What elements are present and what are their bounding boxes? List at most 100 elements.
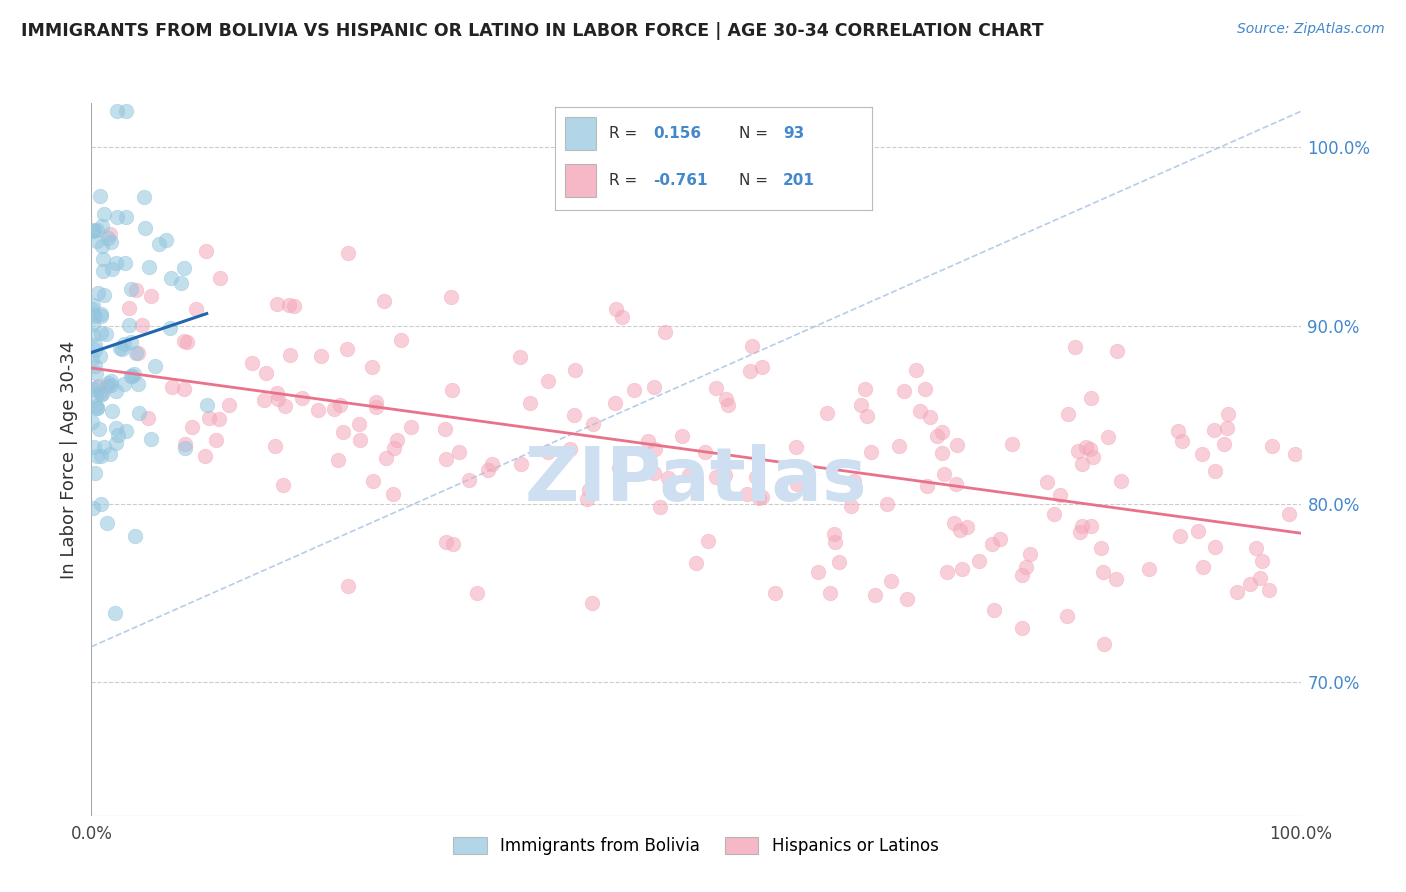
Point xyxy=(349,433,371,447)
Point xyxy=(170,276,193,290)
Point xyxy=(704,470,727,484)
Point xyxy=(361,474,384,488)
Point xyxy=(173,261,195,276)
Point xyxy=(208,412,231,426)
Point xyxy=(657,471,679,485)
Point xyxy=(893,384,915,398)
Point xyxy=(637,434,659,448)
Point xyxy=(671,428,693,442)
Point xyxy=(124,283,146,297)
Point xyxy=(1204,464,1226,478)
Point xyxy=(84,366,107,380)
Point xyxy=(1019,547,1042,561)
Point xyxy=(1049,488,1071,502)
Point xyxy=(643,380,665,394)
Point xyxy=(693,445,716,459)
Point xyxy=(896,592,918,607)
Point xyxy=(121,369,143,384)
Point xyxy=(1167,424,1189,438)
Text: -0.761: -0.761 xyxy=(654,173,709,188)
Point xyxy=(1014,559,1036,574)
Point xyxy=(80,415,103,429)
Point xyxy=(112,337,135,351)
Point xyxy=(93,207,115,221)
Point xyxy=(685,556,707,570)
Point xyxy=(904,363,927,377)
Point xyxy=(1168,528,1191,542)
Point xyxy=(1109,474,1132,488)
Point xyxy=(89,350,111,364)
Point xyxy=(1080,519,1102,533)
Point xyxy=(124,368,146,382)
Point xyxy=(264,438,287,452)
Point xyxy=(82,352,104,367)
Point xyxy=(82,501,104,516)
Point xyxy=(1069,525,1091,540)
Point xyxy=(952,562,974,576)
Point xyxy=(860,444,883,458)
Point xyxy=(89,189,111,203)
Text: IMMIGRANTS FROM BOLIVIA VS HISPANIC OR LATINO IN LABOR FORCE | AGE 30-34 CORRELA: IMMIGRANTS FROM BOLIVIA VS HISPANIC OR L… xyxy=(21,22,1043,40)
Point xyxy=(105,210,128,224)
Point xyxy=(110,342,132,356)
Point xyxy=(908,404,931,418)
Point xyxy=(603,396,626,410)
Point xyxy=(1071,457,1094,471)
Point xyxy=(399,420,422,434)
Point xyxy=(118,301,141,316)
Point xyxy=(364,395,387,409)
Point xyxy=(704,381,727,395)
Point xyxy=(856,409,879,424)
Point xyxy=(738,364,761,378)
Point xyxy=(1078,442,1101,456)
Point xyxy=(1261,439,1284,453)
Point xyxy=(197,411,219,425)
Point xyxy=(980,536,1002,550)
Point xyxy=(644,442,666,457)
Point xyxy=(1000,436,1022,450)
Point xyxy=(735,486,758,500)
Point xyxy=(440,289,463,303)
Point xyxy=(139,288,162,302)
Point xyxy=(360,360,382,375)
Point xyxy=(375,451,398,466)
Point xyxy=(855,382,877,396)
Point xyxy=(1036,475,1059,489)
Point xyxy=(115,425,138,439)
Point xyxy=(138,260,160,274)
Point xyxy=(1091,565,1114,579)
Point xyxy=(83,338,105,352)
Point xyxy=(111,343,134,357)
Point xyxy=(949,523,972,537)
Point xyxy=(385,434,408,448)
Point xyxy=(1063,340,1085,354)
Point xyxy=(86,388,108,402)
Point xyxy=(1216,407,1239,421)
Point xyxy=(364,400,387,414)
Point xyxy=(309,349,332,363)
Point xyxy=(623,384,645,398)
Point xyxy=(537,374,560,388)
Point xyxy=(920,410,942,425)
Point xyxy=(115,104,138,119)
Point xyxy=(842,474,865,488)
Point xyxy=(82,382,104,396)
Point xyxy=(876,497,898,511)
Point xyxy=(610,310,633,324)
Point xyxy=(329,398,352,412)
Point xyxy=(578,483,600,497)
Point xyxy=(558,442,581,457)
Point xyxy=(915,479,938,493)
Point xyxy=(581,596,603,610)
Point xyxy=(266,385,288,400)
Point xyxy=(90,386,112,401)
Point xyxy=(433,422,456,436)
Point xyxy=(83,440,105,454)
Point xyxy=(1074,440,1097,454)
Point xyxy=(194,449,217,463)
Point xyxy=(763,586,786,600)
Point xyxy=(983,603,1005,617)
Point xyxy=(89,378,111,392)
Point xyxy=(1070,518,1092,533)
Point xyxy=(807,566,830,580)
